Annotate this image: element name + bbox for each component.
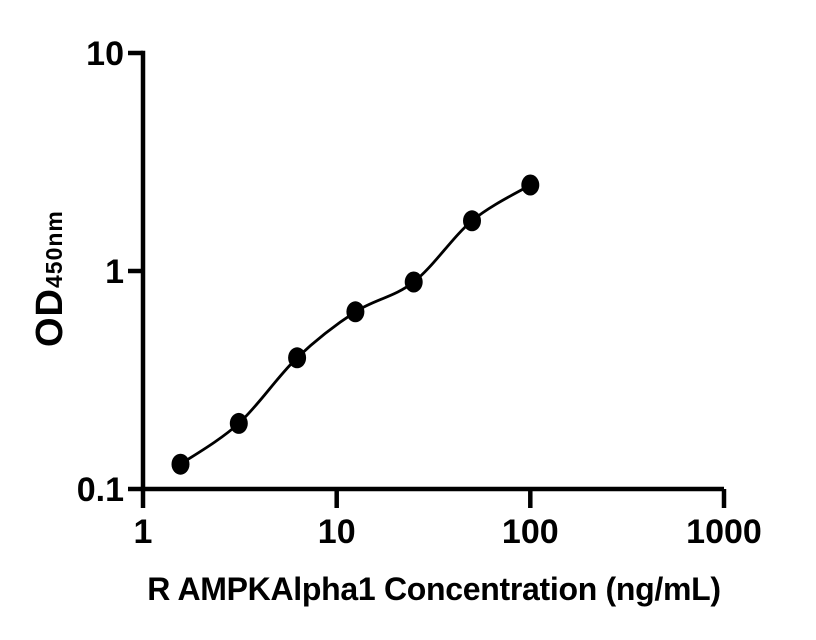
y-axis-title-subscript: 450nm xyxy=(41,210,67,288)
data-point-marker xyxy=(463,210,481,232)
data-point-marker xyxy=(288,347,307,369)
y-tick-labels: 0.1 1 10 xyxy=(77,35,124,509)
data-points xyxy=(171,174,540,475)
data-point-marker xyxy=(521,174,540,196)
y-tick-label: 0.1 xyxy=(77,471,124,509)
tick-marks xyxy=(128,50,727,508)
x-tick-label: 1000 xyxy=(686,513,762,551)
axes xyxy=(140,50,724,492)
y-tick-label: 10 xyxy=(86,35,124,73)
data-point-marker xyxy=(171,453,190,475)
x-tick-label: 100 xyxy=(502,513,559,551)
data-point-marker xyxy=(229,412,248,434)
data-point-marker xyxy=(346,301,365,323)
x-axis-title: R AMPKAlpha1 Concentration (ng/mL) xyxy=(147,571,721,607)
x-tick-labels: 1 10 100 1000 xyxy=(134,513,762,551)
data-point-marker xyxy=(404,271,423,293)
x-tick-label: 10 xyxy=(318,513,356,551)
y-axis-title-main: OD xyxy=(29,288,71,347)
y-tick-label: 1 xyxy=(105,253,124,291)
x-tick-label: 1 xyxy=(134,513,153,551)
y-axis-title: OD450nm xyxy=(29,210,71,347)
